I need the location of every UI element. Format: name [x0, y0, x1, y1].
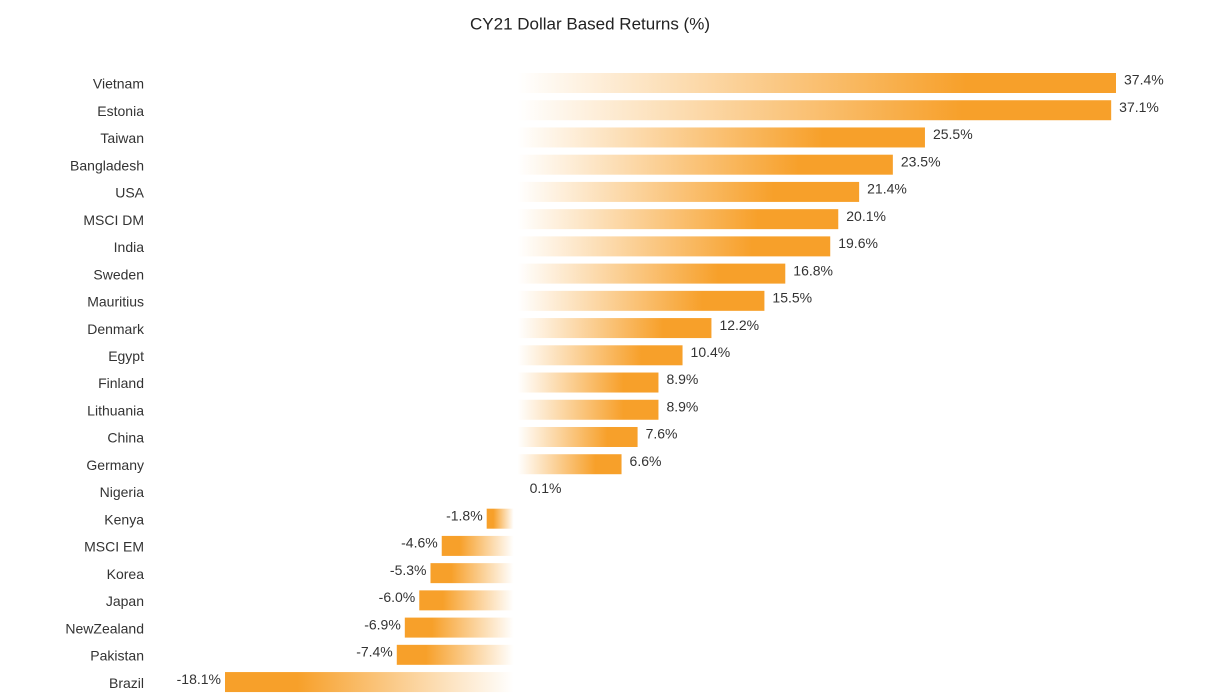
chart-title: CY21 Dollar Based Returns (%) — [470, 14, 710, 33]
value-label: 7.6% — [646, 426, 678, 442]
bar — [517, 73, 1116, 93]
bar — [225, 672, 514, 693]
bar — [517, 454, 622, 475]
value-label: -6.0% — [379, 589, 416, 605]
category-label: Vietnam — [93, 76, 144, 92]
bar — [517, 154, 893, 175]
value-label: -1.8% — [446, 507, 483, 523]
category-label: India — [114, 239, 145, 255]
bar — [517, 318, 712, 339]
value-label: 37.1% — [1119, 99, 1159, 115]
category-label: NewZealand — [65, 620, 144, 636]
category-label: Taiwan — [100, 130, 144, 146]
value-label: 8.9% — [666, 371, 698, 387]
value-label: 37.4% — [1124, 72, 1164, 88]
value-label: -6.9% — [364, 616, 401, 632]
bar — [517, 209, 839, 230]
value-label: -7.4% — [356, 644, 393, 660]
value-label: -5.3% — [390, 562, 427, 578]
category-label: Egypt — [108, 348, 144, 364]
bar — [430, 563, 514, 584]
bar — [517, 426, 638, 447]
value-label: 16.8% — [793, 262, 833, 278]
bar — [517, 100, 1112, 121]
value-label: -18.1% — [177, 671, 221, 687]
bar — [404, 617, 514, 638]
category-label: Brazil — [109, 675, 144, 691]
category-label: Kenya — [104, 511, 144, 527]
value-label: 19.6% — [838, 235, 878, 251]
category-label: MSCI EM — [84, 539, 144, 555]
category-label: Lithuania — [87, 402, 144, 418]
bar — [486, 508, 514, 529]
category-label: Finland — [98, 375, 144, 391]
value-label: -4.6% — [401, 535, 438, 551]
bar — [517, 345, 683, 366]
value-label: 20.1% — [846, 208, 886, 224]
category-label: Germany — [86, 457, 144, 473]
category-label: Bangladesh — [70, 157, 144, 173]
bar — [517, 236, 831, 257]
bar — [396, 644, 514, 665]
category-label: China — [107, 430, 144, 446]
category-label: Korea — [107, 566, 145, 582]
bar — [517, 399, 659, 420]
value-label: 21.4% — [867, 181, 907, 197]
category-label: Mauritius — [87, 294, 144, 310]
category-label: Sweden — [93, 266, 144, 282]
value-label: 12.2% — [719, 317, 759, 333]
category-label: Nigeria — [100, 484, 145, 500]
value-label: 15.5% — [772, 290, 812, 306]
value-label: 23.5% — [901, 153, 941, 169]
bar — [517, 263, 786, 284]
value-label: 25.5% — [933, 126, 973, 142]
category-label: USA — [115, 185, 144, 201]
value-label: 8.9% — [666, 398, 698, 414]
bar — [517, 127, 925, 148]
value-label: 10.4% — [691, 344, 731, 360]
category-label: Pakistan — [90, 648, 144, 664]
bar — [517, 290, 765, 311]
bar — [441, 535, 514, 556]
category-label: Estonia — [97, 103, 144, 119]
bar — [517, 372, 659, 393]
value-label: 6.6% — [630, 453, 662, 469]
bar — [517, 181, 860, 202]
category-label: Denmark — [87, 321, 145, 337]
category-label: MSCI DM — [83, 212, 144, 228]
bar — [419, 590, 514, 611]
category-label: Japan — [106, 593, 144, 609]
value-label: 0.1% — [530, 480, 562, 496]
